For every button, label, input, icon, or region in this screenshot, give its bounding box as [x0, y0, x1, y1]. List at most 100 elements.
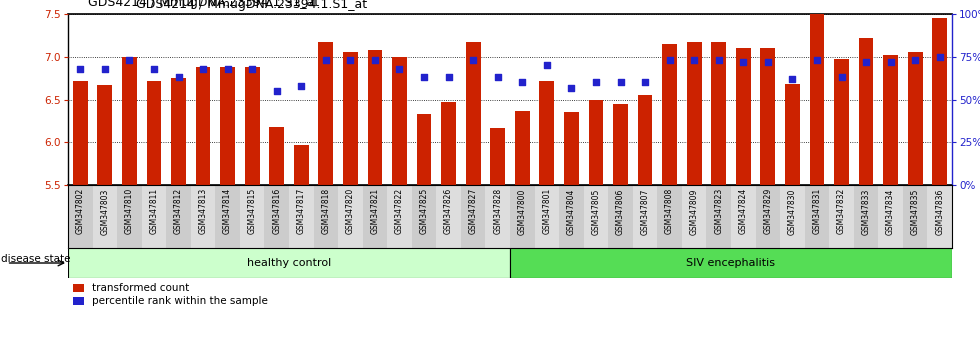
Bar [584, 185, 609, 248]
Bar [682, 185, 707, 248]
Point [293, 83, 309, 88]
Bar [927, 185, 952, 248]
Bar [711, 42, 726, 185]
Bar [707, 185, 731, 248]
Bar [485, 185, 510, 248]
Text: GSM347824: GSM347824 [739, 188, 748, 234]
Text: GSM347811: GSM347811 [149, 188, 159, 234]
Legend: transformed count, percentile rank within the sample: transformed count, percentile rank withi… [74, 283, 268, 306]
Bar [142, 185, 167, 248]
Text: GSM347825: GSM347825 [419, 188, 428, 234]
Text: GSM347828: GSM347828 [493, 188, 502, 234]
Point [564, 85, 579, 90]
Bar [854, 185, 878, 248]
Bar [514, 110, 529, 185]
Bar [147, 81, 162, 185]
Bar [97, 85, 112, 185]
Text: GSM347834: GSM347834 [886, 188, 895, 235]
Bar [196, 67, 211, 185]
Text: GSM347806: GSM347806 [616, 188, 625, 235]
Point [269, 88, 284, 94]
Bar [805, 185, 829, 248]
Point [514, 80, 530, 85]
Bar [441, 102, 456, 185]
Point [146, 66, 162, 72]
Bar [92, 185, 118, 248]
Bar [878, 185, 903, 248]
Text: GSM347830: GSM347830 [788, 188, 797, 235]
Text: GSM347823: GSM347823 [714, 188, 723, 234]
Bar [265, 185, 289, 248]
Bar [436, 185, 461, 248]
Bar [510, 185, 534, 248]
Bar [294, 145, 309, 185]
Bar [662, 44, 677, 185]
Text: SIV encephalitis: SIV encephalitis [687, 258, 775, 268]
Text: disease state: disease state [1, 255, 71, 264]
Text: GDS4214 / MmugDNA.23394.1.S1_at: GDS4214 / MmugDNA.23394.1.S1_at [87, 0, 318, 9]
Bar [534, 185, 560, 248]
Text: GSM347829: GSM347829 [763, 188, 772, 234]
Text: GSM347816: GSM347816 [272, 188, 281, 234]
Bar [633, 185, 658, 248]
Text: GSM347820: GSM347820 [346, 188, 355, 234]
Bar [932, 18, 947, 185]
Point [392, 66, 408, 72]
Bar [490, 128, 505, 185]
Point [612, 80, 628, 85]
Bar [122, 57, 137, 185]
Bar [613, 104, 628, 185]
Text: GSM347807: GSM347807 [641, 188, 650, 235]
Point [73, 66, 88, 72]
Point [809, 57, 825, 63]
Bar [466, 42, 480, 185]
Bar [118, 185, 142, 248]
Bar [539, 81, 555, 185]
Point [735, 59, 751, 65]
Text: GSM347810: GSM347810 [124, 188, 134, 234]
Point [368, 57, 383, 63]
Point [343, 57, 359, 63]
Text: GSM347827: GSM347827 [468, 188, 477, 234]
Bar [73, 81, 87, 185]
Point [244, 66, 260, 72]
Bar [658, 185, 682, 248]
Text: GSM347818: GSM347818 [321, 188, 330, 234]
Point [662, 57, 677, 63]
Bar [368, 50, 382, 185]
Point [883, 59, 899, 65]
Text: GSM347812: GSM347812 [174, 188, 183, 234]
Text: GSM347801: GSM347801 [542, 188, 552, 234]
Point [932, 54, 948, 59]
Text: GSM347803: GSM347803 [100, 188, 110, 235]
Bar [609, 185, 633, 248]
Text: GSM347817: GSM347817 [297, 188, 306, 234]
Bar [216, 185, 240, 248]
Bar [883, 55, 898, 185]
Bar [809, 0, 824, 185]
Bar [167, 185, 191, 248]
Bar [736, 48, 751, 185]
Bar [416, 114, 431, 185]
Bar [785, 84, 800, 185]
Point [318, 57, 333, 63]
Bar [687, 42, 702, 185]
Point [466, 57, 481, 63]
Bar [270, 127, 284, 185]
Point [97, 66, 113, 72]
Text: GDS4214 / MmugDNA.23394.1.S1_at: GDS4214 / MmugDNA.23394.1.S1_at [136, 0, 368, 11]
Text: GSM347800: GSM347800 [517, 188, 527, 235]
Point [907, 57, 923, 63]
Bar [68, 248, 510, 278]
Bar [756, 185, 780, 248]
Bar [318, 42, 333, 185]
Bar [240, 185, 265, 248]
Point [441, 74, 457, 80]
Bar [314, 185, 338, 248]
Bar [343, 52, 358, 185]
Bar [392, 57, 407, 185]
Bar [858, 38, 873, 185]
Point [710, 57, 726, 63]
Bar [387, 185, 412, 248]
Point [785, 76, 801, 82]
